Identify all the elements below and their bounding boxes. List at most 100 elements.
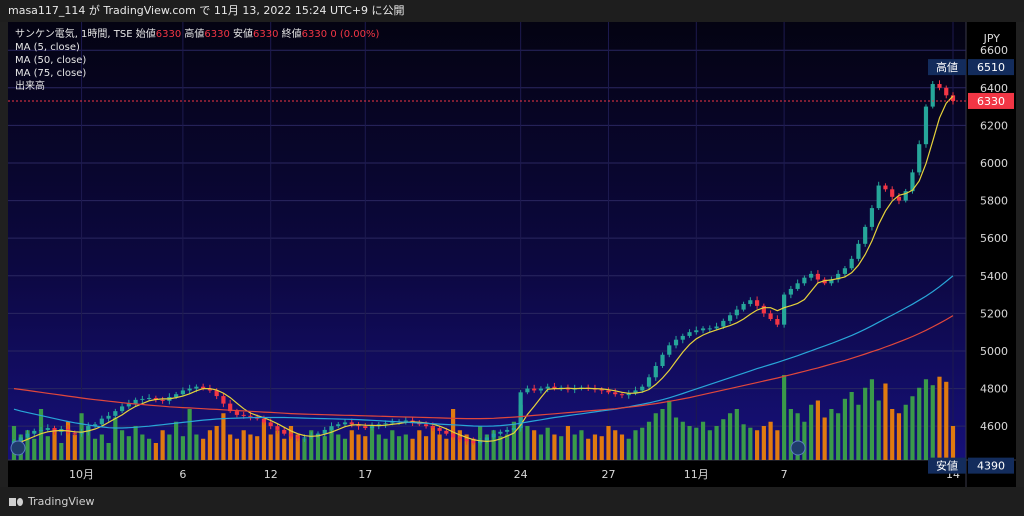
ohlc-low-value: 6330 xyxy=(253,29,279,40)
candle-body xyxy=(613,392,618,395)
volume-bar xyxy=(234,438,240,460)
candle-body xyxy=(626,393,631,396)
indicator-ma50[interactable]: MA (50, close) xyxy=(15,55,87,66)
chart-area[interactable]: 4600 4800 5000 5200 5400 5600 5800 6000 6200 6400… xyxy=(8,22,1016,487)
candle-body xyxy=(883,185,888,190)
volume-bar xyxy=(505,434,510,460)
event-marker-icon[interactable] xyxy=(10,440,26,456)
candle-body xyxy=(633,390,638,394)
volume-bar xyxy=(160,430,165,460)
volume-bar xyxy=(849,392,854,460)
volume-bar xyxy=(349,430,354,460)
candle-body xyxy=(842,268,848,274)
volume-bar xyxy=(552,434,557,460)
candle-body xyxy=(261,418,267,423)
indicator-ma5[interactable]: MA (5, close) xyxy=(15,42,80,53)
volume-bar xyxy=(606,426,611,460)
volume-bar xyxy=(113,417,118,460)
volume-bar xyxy=(167,434,172,460)
volume-bar xyxy=(754,430,760,460)
x-tick-label: 17 xyxy=(358,468,372,481)
candle-body xyxy=(201,386,206,389)
candle-body xyxy=(126,403,131,407)
candle-body xyxy=(322,429,327,434)
volume-bar xyxy=(410,438,415,460)
candle-body xyxy=(950,95,956,101)
y-tick-label: 4600 xyxy=(980,420,1008,433)
candle-body xyxy=(302,437,307,439)
volume-bar xyxy=(626,438,631,460)
candle-body xyxy=(32,430,37,434)
volume-bar xyxy=(309,430,314,460)
volume-bar xyxy=(275,430,280,460)
candle-body xyxy=(721,320,726,327)
candle-body xyxy=(72,432,77,434)
x-tick-label: 10月 xyxy=(69,468,94,481)
indicator-volume[interactable]: 出来高 xyxy=(15,81,45,92)
volume-bar xyxy=(714,426,719,460)
volume-bar xyxy=(829,409,834,460)
candle-body xyxy=(727,315,733,321)
volume-bar xyxy=(221,413,226,460)
volume-bar xyxy=(795,413,800,460)
candle-body xyxy=(511,428,516,430)
volume-bar xyxy=(126,436,131,460)
tradingview-logo[interactable]: TradingView xyxy=(9,495,94,508)
volume-bar xyxy=(525,426,530,460)
candle-body xyxy=(478,440,483,444)
candle-body xyxy=(552,386,557,389)
y-tick-label: 5600 xyxy=(980,232,1008,245)
volume-bar xyxy=(565,426,571,460)
candle-body xyxy=(234,411,240,415)
candle-body xyxy=(295,436,300,439)
candle-body xyxy=(795,283,800,289)
volume-bar xyxy=(52,430,57,460)
candle-body xyxy=(451,433,456,438)
y-tick-label: 6000 xyxy=(980,157,1008,170)
volume-bar xyxy=(268,434,273,460)
volume-bar xyxy=(876,400,881,460)
ohlc-open-value: 6330 xyxy=(155,29,182,40)
candle-body xyxy=(687,332,692,336)
volume-bar xyxy=(700,421,706,460)
x-tick-label: 11月 xyxy=(684,468,709,481)
y-tick-label: 5200 xyxy=(980,307,1008,320)
volume-bar xyxy=(282,438,287,460)
volume-bar xyxy=(430,426,435,460)
volume-bar xyxy=(673,417,679,460)
ohlc-close-value: 6330 xyxy=(301,29,328,40)
candle-body xyxy=(782,294,787,325)
y-tick-label: 6200 xyxy=(980,119,1008,132)
candle-body xyxy=(390,422,395,424)
symbol-line: サンケン電気, 1時間, TSE xyxy=(15,29,133,40)
last-price-tag: 6330 xyxy=(977,95,1005,108)
volume-bar xyxy=(944,381,949,460)
volume-bar xyxy=(511,421,516,460)
price-chart[interactable]: 4600 4800 5000 5200 5400 5600 5800 6000 6200 6400… xyxy=(8,22,1016,487)
volume-bar xyxy=(721,419,726,460)
volume-bar xyxy=(491,430,496,460)
candle-body xyxy=(457,437,462,440)
x-tick-label: 27 xyxy=(601,468,615,481)
volume-bar xyxy=(687,426,692,460)
candle-body xyxy=(505,429,510,432)
candle-body xyxy=(484,437,489,441)
event-marker-icon[interactable] xyxy=(790,440,806,456)
volume-bar xyxy=(809,404,814,460)
volume-bar xyxy=(822,417,827,460)
volume-bar xyxy=(65,421,71,460)
candle-body xyxy=(329,426,334,430)
indicator-ma75[interactable]: MA (75, close) xyxy=(15,68,87,79)
time-axis-panel xyxy=(8,460,966,487)
low-price-tag: 4390 xyxy=(977,460,1005,473)
volume-bar xyxy=(741,424,746,460)
candle-body xyxy=(491,433,496,438)
volume-bar xyxy=(106,443,111,460)
volume-bar xyxy=(788,409,793,460)
volume-bar xyxy=(599,436,604,460)
volume-bar xyxy=(86,426,91,460)
tradingview-mark-icon xyxy=(9,497,23,507)
volume-bar xyxy=(255,436,260,460)
volume-bar xyxy=(390,430,395,460)
volume-bar xyxy=(592,434,598,460)
